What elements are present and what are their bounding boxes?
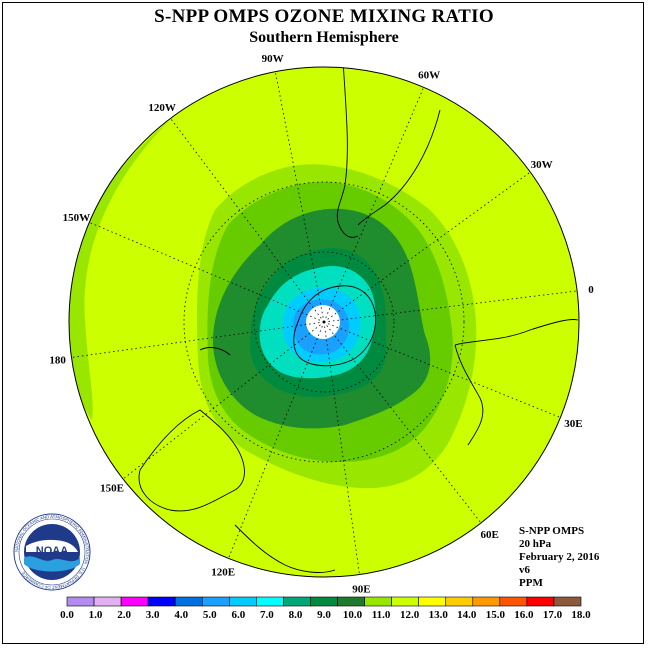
longitude-label: 60W: [418, 69, 440, 81]
longitude-label: 120W: [148, 102, 176, 114]
meridian-line: [323, 290, 578, 323]
longitude-label: 180: [49, 354, 66, 366]
colorbar-box: [418, 596, 447, 607]
longitude-label: 60E: [480, 529, 498, 541]
colorbar-tick-label: 0.0: [60, 609, 74, 621]
colorbar-tick-label: 4.0: [174, 609, 188, 621]
colorbar-tick-label: 1.0: [89, 609, 103, 621]
meridian-line: [323, 321, 482, 524]
longitude-label: 150E: [100, 483, 124, 495]
colorbar-tick-label: 7.0: [260, 609, 274, 621]
colorbar-box: [391, 596, 419, 607]
colorbar-tick-label: 11.0: [372, 609, 391, 621]
longitude-labels: 90W 60W 30W 0 30E 60E 90E 120E 150E 180 150W 120W: [49, 53, 594, 595]
colorbar-tick-label: 8.0: [289, 609, 303, 621]
globe-outline: [68, 66, 580, 578]
logo-text: NOAA: [36, 545, 68, 557]
longitude-label: 90W: [262, 53, 284, 65]
meridian-line: [170, 118, 325, 323]
colorbar-tick-label: 17.0: [543, 609, 563, 621]
colorbar-box: [256, 596, 284, 607]
colorbar-tick-label: 6.0: [231, 609, 245, 621]
colorbar-boxes: [66, 596, 582, 607]
metadata-block: S-NPP OMPS 20 hPa February 2, 2016 v6 PP…: [519, 525, 599, 590]
colorbar-box: [147, 596, 176, 607]
colorbar-box: [120, 596, 149, 607]
colorbar-box: [472, 596, 501, 607]
colorbar-tick-label: 3.0: [146, 609, 160, 621]
colorbar-tick-label: 5.0: [203, 609, 217, 621]
version-label: v6: [519, 564, 530, 576]
longitude-label: 30E: [564, 418, 582, 430]
colorbar-box: [499, 596, 528, 607]
colorbar-labels: 0.0 1.0 2.0 3.0 4.0 5.0 6.0 7.0 8.0 9.0 10.0 11.0 12…: [60, 609, 591, 621]
colorbar-box: [364, 596, 392, 607]
meridian-line: [89, 221, 325, 323]
longitude-label: 120E: [211, 566, 235, 578]
indonesia-coast: [234, 524, 336, 573]
band-11-12: [69, 120, 170, 420]
meridian-line: [228, 321, 325, 559]
africa-coast: [454, 319, 579, 346]
meridian-line: [323, 321, 360, 575]
colorbar-box: [283, 596, 311, 607]
graticule: [71, 71, 578, 575]
colorbar-tick-label: 16.0: [514, 609, 534, 621]
latitude-circle: [183, 181, 465, 463]
colorbar-tick-label: 15.0: [486, 609, 506, 621]
instrument-label: S-NPP OMPS: [519, 525, 585, 537]
colorbar-box: [93, 596, 122, 607]
south-america-coast: [336, 67, 359, 238]
colorbar-box: [337, 596, 365, 607]
colorbar-tick-label: 2.0: [117, 609, 131, 621]
longitude-label: 0: [588, 284, 594, 296]
map-title: S-NPP OMPS OZONE MIXING RATIO: [154, 6, 494, 27]
meridian-line: [323, 321, 561, 418]
colorbar-tick-label: 9.0: [317, 609, 331, 621]
colorbar-box: [66, 596, 95, 607]
colorbar-box: [229, 596, 257, 607]
colorbar-box: [526, 596, 555, 607]
meridian-line: [122, 321, 325, 480]
meridian-line: [323, 171, 531, 323]
meridian-line: [274, 71, 325, 323]
colorbar-tick-label: 13.0: [429, 609, 449, 621]
meridian-line: [323, 87, 425, 323]
date-label: February 2, 2016: [519, 551, 600, 563]
colorbar-tick-label: 14.0: [457, 609, 477, 621]
colorbar-box: [553, 596, 582, 607]
south-america-east-coast: [357, 109, 441, 226]
meridian-line: [71, 321, 325, 358]
longitude-label: 150W: [63, 212, 91, 224]
madagascar-region: [454, 344, 484, 446]
colorbar-tick-label: 10.0: [343, 609, 363, 621]
colorbar-box: [174, 596, 203, 607]
pressure-level: 20 hPa: [519, 538, 552, 550]
colorbar-box: [201, 596, 230, 607]
australia-coast: [138, 409, 245, 512]
noaa-logo: NOAA NATIONAL OCEANIC AND ATMOSPHERIC AD…: [13, 513, 91, 591]
colorbar-box: [310, 596, 338, 607]
colorbar-box: [445, 596, 474, 607]
colorbar-tick-label: 18.0: [571, 609, 591, 621]
longitude-label: 90E: [352, 583, 370, 595]
antarctica-coast: [293, 285, 377, 367]
map-subtitle: Southern Hemisphere: [249, 29, 399, 46]
coastlines: [138, 67, 579, 573]
units-label: PPM: [519, 577, 543, 589]
new-zealand-region: [199, 347, 231, 356]
colorbar-tick-label: 12.0: [400, 609, 420, 621]
longitude-label: 30W: [531, 159, 553, 171]
latitude-circle: [253, 251, 395, 393]
